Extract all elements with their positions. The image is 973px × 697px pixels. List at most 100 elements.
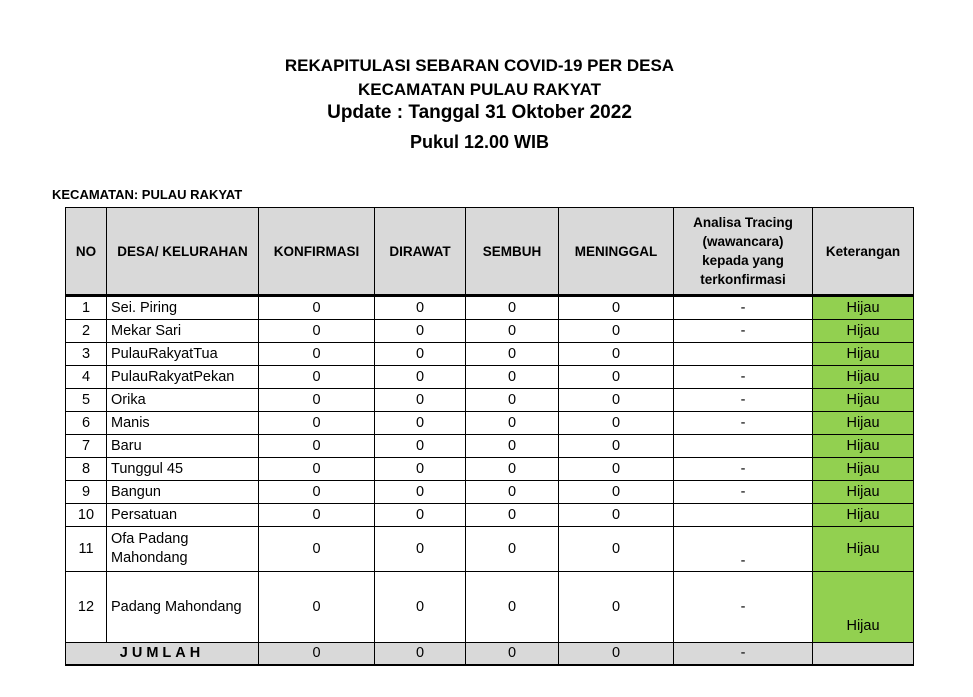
cell-sembuh: 0 <box>465 388 559 412</box>
cell-tracing <box>673 434 813 458</box>
cell-dirawat: 0 <box>374 411 466 435</box>
table-row: 12 Padang Mahondang 0 0 0 0- Hijau <box>65 571 914 643</box>
cell-no: 4 <box>65 365 107 389</box>
cell-meninggal: 0 <box>558 388 674 412</box>
cell-dirawat: 0 <box>374 319 466 343</box>
table-row: 4 PulauRakyatPekan 0 0 0 0- Hijau <box>65 365 914 389</box>
total-label: JUMLAH <box>65 642 259 666</box>
cell-ket: Hijau <box>812 480 914 504</box>
header-keterangan: Keterangan <box>812 207 914 297</box>
table-row: 1 Sei. Piring 0 0 0 0- Hijau <box>65 295 914 320</box>
cell-desa: PulauRakyatTua <box>106 342 259 366</box>
cell-konfirmasi: 0 <box>258 388 375 412</box>
covid-recap-table: NO DESA/ KELURAHAN KONFIRMASI DIRAWAT SE… <box>65 207 914 666</box>
cell-sembuh: 0 <box>465 342 559 366</box>
table-row: 11 Ofa Padang Mahondang 0 0 0 0- Hijau <box>65 526 914 572</box>
cell-tracing <box>673 342 813 366</box>
cell-dirawat: 0 <box>374 365 466 389</box>
cell-desa: Ofa Padang Mahondang <box>106 526 259 572</box>
report-subtitle: KECAMATAN PULAU RAKYAT <box>357 80 602 99</box>
cell-desa: Sei. Piring <box>106 295 259 320</box>
cell-desa: Padang Mahondang <box>106 571 259 643</box>
cell-ket: Hijau <box>812 457 914 481</box>
cell-tracing: - <box>673 365 813 389</box>
cell-desa: Bangun <box>106 480 259 504</box>
cell-no: 1 <box>65 295 107 320</box>
cell-tracing: - <box>673 319 813 343</box>
cell-meninggal: 0 <box>558 319 674 343</box>
cell-meninggal: 0 <box>558 480 674 504</box>
header-no: NO <box>65 207 107 297</box>
cell-ket: Hijau <box>812 388 914 412</box>
cell-meninggal: 0 <box>558 503 674 527</box>
cell-desa: Persatuan <box>106 503 259 527</box>
cell-konfirmasi: 0 <box>258 411 375 435</box>
cell-sembuh: 0 <box>465 526 559 572</box>
table-row: 6 Manis 0 0 0 0- Hijau <box>65 411 914 435</box>
cell-no: 7 <box>65 434 107 458</box>
cell-sembuh: 0 <box>465 411 559 435</box>
cell-dirawat: 0 <box>374 388 466 412</box>
cell-tracing: - <box>673 295 813 320</box>
cell-desa: Manis <box>106 411 259 435</box>
cell-ket: Hijau <box>812 434 914 458</box>
table-row: 5 Orika 0 0 0 0- Hijau <box>65 388 914 412</box>
cell-ket: Hijau <box>812 319 914 343</box>
cell-ket: Hijau <box>812 526 914 572</box>
table-row: 8 Tunggul 45 0 0 0 0- Hijau <box>65 457 914 481</box>
header-sembuh: SEMBUH <box>465 207 559 297</box>
header-konfirmasi: KONFIRMASI <box>258 207 375 297</box>
table-row: 9 Bangun 0 0 0 0- Hijau <box>65 480 914 504</box>
table-header-row: NO DESA/ KELURAHAN KONFIRMASI DIRAWAT SE… <box>65 207 914 297</box>
cell-meninggal: 0 <box>558 457 674 481</box>
cell-sembuh: 0 <box>465 480 559 504</box>
header-tracing: Analisa Tracing (wawancara) kepada yang … <box>673 207 813 297</box>
cell-meninggal: 0 <box>558 526 674 572</box>
update-date: Update : Tanggal 31 Oktober 2022 <box>327 102 632 123</box>
total-keterangan <box>812 642 914 666</box>
cell-dirawat: 0 <box>374 480 466 504</box>
cell-meninggal: 0 <box>558 365 674 389</box>
cell-meninggal: 0 <box>558 295 674 320</box>
cell-no: 8 <box>65 457 107 481</box>
kecamatan-label: KECAMATAN: PULAU RAKYAT <box>52 187 243 202</box>
cell-tracing: - <box>673 480 813 504</box>
cell-dirawat: 0 <box>374 526 466 572</box>
cell-konfirmasi: 0 <box>258 526 375 572</box>
cell-konfirmasi: 0 <box>258 434 375 458</box>
cell-konfirmasi: 0 <box>258 319 375 343</box>
cell-sembuh: 0 <box>465 319 559 343</box>
cell-tracing: - <box>673 526 813 572</box>
cell-tracing: - <box>673 411 813 435</box>
cell-no: 3 <box>65 342 107 366</box>
cell-meninggal: 0 <box>558 571 674 643</box>
cell-konfirmasi: 0 <box>258 342 375 366</box>
update-time: Pukul 12.00 WIB <box>409 132 550 152</box>
header-desa: DESA/ KELURAHAN <box>106 207 259 297</box>
cell-tracing: - <box>673 388 813 412</box>
cell-meninggal: 0 <box>558 411 674 435</box>
cell-desa: Baru <box>106 434 259 458</box>
total-row: JUMLAH 0 0 0 0 - <box>65 642 914 666</box>
cell-ket: Hijau <box>812 295 914 320</box>
table-row: 2 Mekar Sari 0 0 0 0- Hijau <box>65 319 914 343</box>
cell-no: 6 <box>65 411 107 435</box>
cell-tracing: - <box>673 571 813 643</box>
cell-sembuh: 0 <box>465 434 559 458</box>
cell-ket: Hijau <box>812 365 914 389</box>
cell-sembuh: 0 <box>465 457 559 481</box>
report-title: REKAPITULASI SEBARAN COVID-19 PER DESA <box>284 56 675 75</box>
table-row: 7 Baru 0 0 0 0 Hijau <box>65 434 914 458</box>
cell-ket: Hijau <box>812 571 914 643</box>
cell-no: 9 <box>65 480 107 504</box>
cell-sembuh: 0 <box>465 365 559 389</box>
table-row: 10 Persatuan 0 0 0 0 Hijau <box>65 503 914 527</box>
total-tracing: - <box>673 642 813 666</box>
total-konfirmasi: 0 <box>258 642 375 666</box>
header-meninggal: MENINGGAL <box>558 207 674 297</box>
cell-konfirmasi: 0 <box>258 295 375 320</box>
cell-no: 10 <box>65 503 107 527</box>
cell-ket: Hijau <box>812 411 914 435</box>
cell-no: 11 <box>65 526 107 572</box>
cell-desa: Mekar Sari <box>106 319 259 343</box>
